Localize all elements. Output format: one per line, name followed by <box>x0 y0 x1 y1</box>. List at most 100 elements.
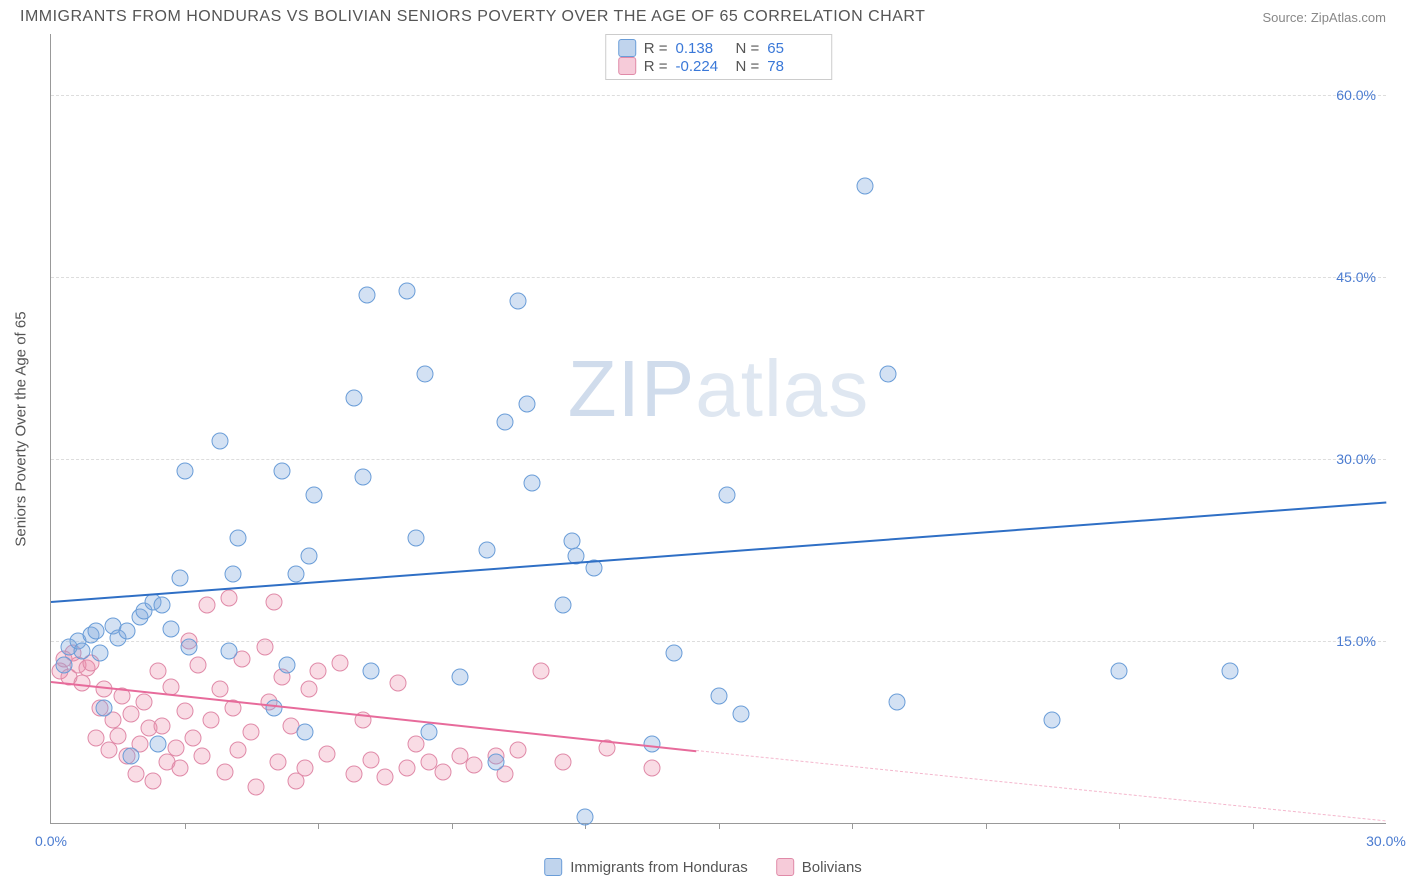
data-point <box>265 699 282 716</box>
data-point <box>452 669 469 686</box>
data-point <box>154 596 171 613</box>
data-point <box>358 286 375 303</box>
y-axis-title: Seniors Poverty Over the Age of 65 <box>13 311 30 546</box>
legend-item-honduras: Immigrants from Honduras <box>544 858 748 876</box>
data-point <box>172 760 189 777</box>
data-point <box>185 730 202 747</box>
data-point <box>710 687 727 704</box>
x-tick <box>1253 823 1254 829</box>
data-point <box>216 764 233 781</box>
data-point <box>510 742 527 759</box>
data-point <box>189 657 206 674</box>
data-point <box>519 396 536 413</box>
scatter-chart: Seniors Poverty Over the Age of 65 ZIPat… <box>50 34 1386 824</box>
gridline <box>51 459 1386 460</box>
chart-header: IMMIGRANTS FROM HONDURAS VS BOLIVIAN SEN… <box>0 0 1406 30</box>
data-point <box>345 390 362 407</box>
data-point <box>1044 711 1061 728</box>
data-point <box>296 760 313 777</box>
data-point <box>363 663 380 680</box>
data-point <box>198 596 215 613</box>
data-point <box>421 723 438 740</box>
data-point <box>180 638 197 655</box>
watermark: ZIPatlas <box>568 343 869 435</box>
data-point <box>666 645 683 662</box>
data-point <box>100 742 117 759</box>
data-point <box>172 569 189 586</box>
gridline <box>51 277 1386 278</box>
x-tick <box>719 823 720 829</box>
data-point <box>221 590 238 607</box>
data-point <box>163 620 180 637</box>
data-point <box>416 365 433 382</box>
data-point <box>74 642 91 659</box>
data-point <box>488 754 505 771</box>
data-point <box>287 566 304 583</box>
data-point <box>109 727 126 744</box>
data-point <box>1111 663 1128 680</box>
data-point <box>145 772 162 789</box>
x-tick <box>318 823 319 829</box>
data-point <box>465 756 482 773</box>
data-point <box>301 547 318 564</box>
data-point <box>87 623 104 640</box>
data-point <box>305 487 322 504</box>
data-point <box>212 432 229 449</box>
data-point <box>243 723 260 740</box>
gridline <box>51 95 1386 96</box>
data-point <box>719 487 736 504</box>
data-point <box>310 663 327 680</box>
source-link[interactable]: ZipAtlas.com <box>1311 10 1386 25</box>
data-point <box>136 693 153 710</box>
data-point <box>345 766 362 783</box>
data-point <box>879 365 896 382</box>
data-point <box>256 638 273 655</box>
data-point <box>554 754 571 771</box>
r-value-bolivians: -0.224 <box>676 58 728 75</box>
data-point <box>577 808 594 825</box>
legend-row-honduras: R = 0.138 N = 65 <box>618 39 820 57</box>
data-point <box>118 623 135 640</box>
data-point <box>390 675 407 692</box>
swatch-icon <box>776 858 794 876</box>
correlation-legend: R = 0.138 N = 65 R = -0.224 N = 78 <box>605 34 833 80</box>
data-point <box>225 566 242 583</box>
y-tick-label: 45.0% <box>1336 269 1376 285</box>
data-point <box>318 745 335 762</box>
data-point <box>123 705 140 722</box>
data-point <box>407 529 424 546</box>
data-point <box>154 717 171 734</box>
data-point <box>399 283 416 300</box>
legend-item-bolivians: Bolivians <box>776 858 862 876</box>
source-attribution: Source: ZipAtlas.com <box>1262 10 1386 25</box>
data-point <box>176 462 193 479</box>
data-point <box>554 596 571 613</box>
data-point <box>56 657 73 674</box>
data-point <box>247 778 264 795</box>
trend-line <box>51 501 1386 603</box>
data-point <box>221 642 238 659</box>
data-point <box>167 739 184 756</box>
swatch-icon <box>618 57 636 75</box>
data-point <box>479 541 496 558</box>
data-point <box>274 462 291 479</box>
data-point <box>301 681 318 698</box>
swatch-icon <box>618 39 636 57</box>
data-point <box>496 414 513 431</box>
data-point <box>96 699 113 716</box>
series-legend: Immigrants from Honduras Bolivians <box>544 858 862 876</box>
n-value-honduras: 65 <box>767 40 819 57</box>
x-tick <box>185 823 186 829</box>
x-tick-label: 30.0% <box>1366 833 1406 849</box>
data-point <box>399 760 416 777</box>
data-point <box>123 748 140 765</box>
x-tick <box>452 823 453 829</box>
data-point <box>229 742 246 759</box>
data-point <box>1222 663 1239 680</box>
r-value-honduras: 0.138 <box>676 40 728 57</box>
data-point <box>149 736 166 753</box>
x-tick-label: 0.0% <box>35 833 67 849</box>
data-point <box>363 751 380 768</box>
data-point <box>296 723 313 740</box>
data-point <box>127 766 144 783</box>
